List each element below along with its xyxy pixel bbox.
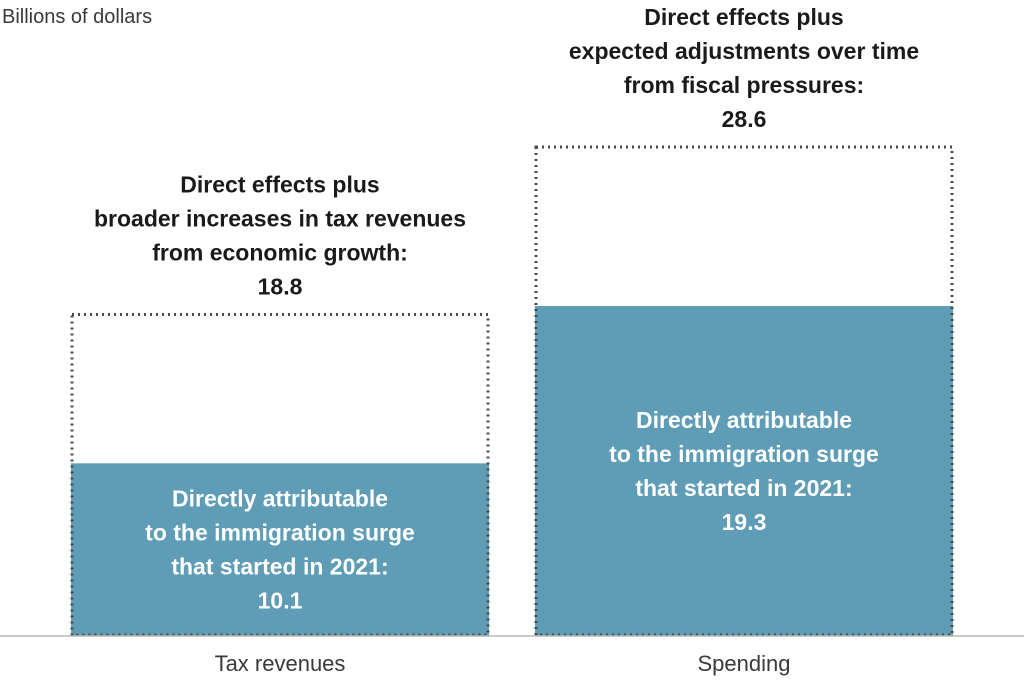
bars-layer	[70, 145, 954, 637]
direct-label-line: Directly attributable	[636, 407, 852, 433]
direct-label-line: that started in 2021:	[171, 554, 388, 580]
unit-label: Billions of dollars	[2, 6, 152, 28]
direct-label-line: to the immigration surge	[145, 520, 415, 546]
direct-label-line: 19.3	[722, 509, 767, 535]
direct-bar	[71, 463, 489, 636]
category-label: Tax revenues	[215, 651, 346, 676]
direct-label-line: 10.1	[258, 588, 303, 614]
direct-label-line: that started in 2021:	[635, 475, 852, 501]
total-label-line: Direct effects plus	[644, 4, 843, 30]
total-label-line: from economic growth:	[152, 240, 408, 266]
total-label-line: 28.6	[722, 106, 767, 132]
labels-layer: Direct effects plus broader increases in …	[94, 4, 919, 676]
total-bar-outline	[534, 145, 954, 637]
total-label-line: from fiscal pressures:	[624, 72, 864, 98]
category-label: Spending	[698, 651, 791, 676]
total-bar-outline	[70, 313, 490, 637]
total-label-line: Direct effects plus	[180, 172, 379, 198]
total-label-line: broader increases in tax revenues	[94, 206, 466, 232]
total-label-line: 18.8	[258, 274, 303, 300]
direct-label-line: Directly attributable	[172, 486, 388, 512]
direct-label-line: to the immigration surge	[609, 441, 879, 467]
direct-bar	[535, 306, 953, 636]
total-label-line: expected adjustments over time	[569, 38, 919, 64]
